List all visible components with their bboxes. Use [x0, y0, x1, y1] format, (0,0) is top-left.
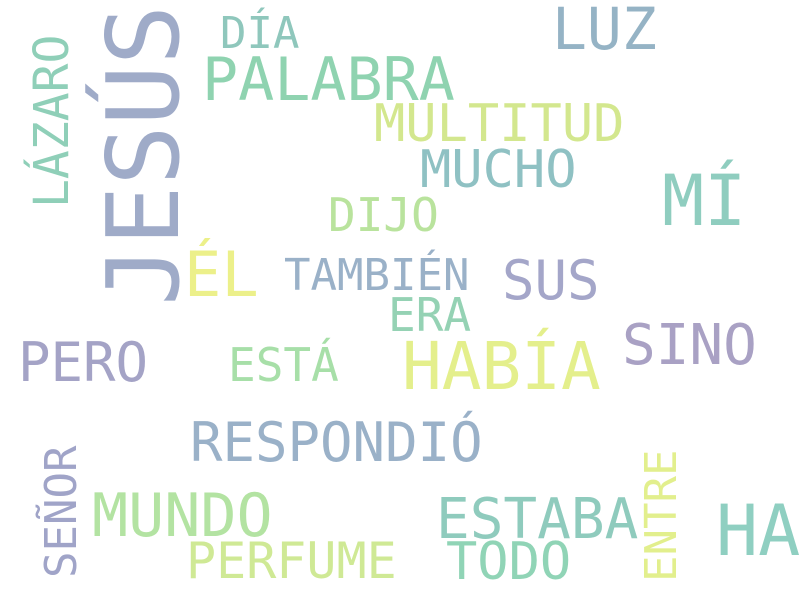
word-dijo: DIJO: [328, 188, 439, 242]
word-todo: TODO: [446, 532, 572, 592]
word-palabra: PALABRA: [202, 45, 455, 115]
word-sus: SUS: [502, 249, 600, 312]
word-luz: LUZ: [552, 0, 657, 63]
word-multitud: MULTITUD: [374, 94, 625, 154]
word-estaba: ESTABA: [436, 487, 639, 552]
word-esta: ESTÁ: [228, 338, 339, 392]
word-jesus: JESÚS: [85, 4, 202, 306]
word-ha: HA: [716, 490, 800, 572]
word-mundo: MUNDO: [92, 481, 273, 551]
word-perfume: PERFUME: [186, 532, 397, 590]
word-habia: HABÍA: [402, 328, 601, 405]
word-era: ERA: [388, 288, 472, 342]
word-tambien: TAMBIÉN: [284, 250, 470, 301]
word-entre: ENTRE: [636, 449, 687, 582]
word-dia: DÍA: [220, 8, 300, 59]
word-pero: PERO: [18, 331, 149, 394]
word-sino: SINO: [622, 313, 757, 378]
word-mi: MÍ: [662, 160, 747, 242]
word-respondio: RESPONDIÓ: [190, 411, 483, 474]
word-senor: SEÑOR: [36, 445, 87, 578]
word-lazaro: LÁZARO: [24, 34, 80, 208]
word-mucho: MUCHO: [420, 140, 577, 200]
word-el: ÉL: [184, 238, 259, 311]
